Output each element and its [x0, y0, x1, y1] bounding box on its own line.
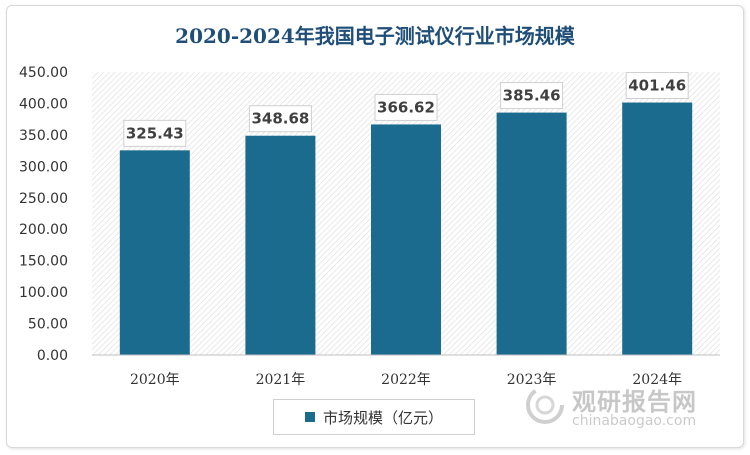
x-tick-label: 2022年	[381, 372, 431, 388]
y-tick-label: 200.00	[19, 222, 68, 238]
data-label: 366.62	[377, 98, 435, 116]
data-label-box	[248, 105, 312, 133]
watermark: 观研报告网 chinabaogao.com	[520, 380, 730, 435]
legend: 市场规模（亿元）	[273, 399, 475, 435]
x-axis: 2020年 2021年 2022年 2023年 2024年	[130, 372, 682, 388]
bars-group	[119, 102, 693, 355]
data-labels-group: 325.43 348.68 366.62 385.46 401.46	[123, 72, 689, 147]
watermark-cn-text: 观研报告网	[572, 388, 697, 416]
y-tick-label: 450.00	[19, 65, 68, 81]
data-label: 325.43	[126, 124, 184, 142]
y-tick-label: 150.00	[19, 254, 68, 270]
chart-title: 2020-2024年我国电子测试仪行业市场规模	[175, 24, 575, 48]
y-tick-label: 100.00	[19, 285, 68, 301]
y-tick-label: 300.00	[19, 159, 68, 175]
y-tick-label: 350.00	[19, 128, 68, 144]
y-tick-label: 50.00	[28, 317, 68, 333]
chinabaogao-logo-icon	[526, 386, 564, 424]
legend-label: 市场规模（亿元）	[322, 408, 443, 427]
data-label: 401.46	[628, 77, 686, 95]
x-tick-label: 2023年	[507, 372, 557, 388]
data-label: 348.68	[251, 110, 309, 128]
data-label-box	[374, 93, 438, 121]
bar	[119, 150, 190, 355]
bar	[371, 124, 441, 355]
y-tick-label: 250.00	[19, 191, 68, 207]
y-tick-label: 0.00	[37, 348, 68, 364]
data-label: 385.46	[503, 87, 561, 105]
x-tick-label: 2024年	[632, 372, 682, 388]
bar	[245, 135, 316, 355]
legend-swatch	[304, 412, 315, 422]
data-label-box	[625, 72, 689, 100]
bar	[622, 102, 693, 355]
watermark-en-text: chinabaogao.com	[572, 413, 697, 429]
bar	[496, 112, 567, 355]
data-label-box	[500, 82, 564, 110]
x-tick-label: 2021年	[256, 372, 306, 388]
data-label-box	[123, 119, 187, 147]
x-tick-label: 2020年	[130, 372, 180, 388]
y-tick-label: 400.00	[19, 96, 68, 112]
y-axis: 0.00 50.00 100.00 150.00 200.00 250.00 300.00 3…	[19, 65, 68, 364]
